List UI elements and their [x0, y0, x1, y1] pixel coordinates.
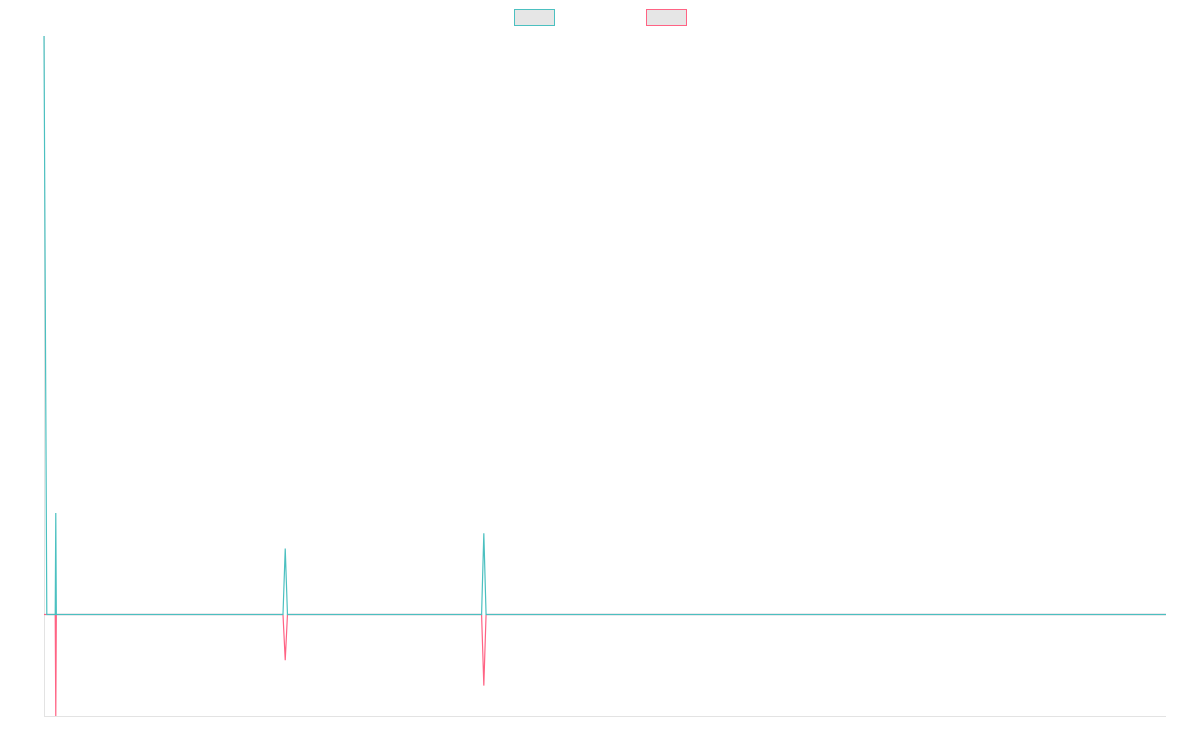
- series-line-2: [44, 613, 1166, 717]
- legend: [514, 9, 687, 26]
- series-line-1: [43, 35, 1166, 616]
- legend-swatch-1[interactable]: [514, 9, 555, 26]
- series-layer: [43, 35, 1166, 717]
- legend-swatch-2[interactable]: [646, 9, 687, 26]
